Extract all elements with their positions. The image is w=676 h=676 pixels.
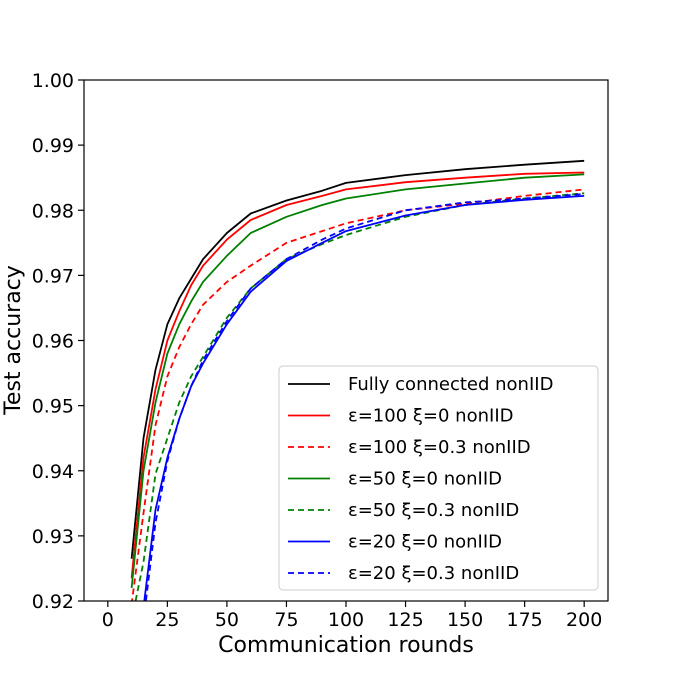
- x-axis: 0 25 50 75 100 125 150 175 200: [102, 601, 602, 631]
- y-tick-label: 0.93: [32, 526, 74, 548]
- legend-box: [278, 365, 599, 591]
- y-tick-label: 0.98: [32, 200, 74, 222]
- series-line-3: [131, 188, 585, 601]
- x-tick-label: 100: [328, 609, 364, 631]
- legend-label: ε=20 ξ=0.3 nonIID: [348, 563, 519, 584]
- y-tick-label: 0.96: [32, 331, 74, 353]
- x-tick-label: 150: [447, 609, 483, 631]
- y-tick-label: 0.97: [32, 265, 74, 287]
- legend-label: Fully connected nonIID: [348, 374, 553, 395]
- series-line-2: [130, 171, 585, 579]
- series-layer: [130, 159, 585, 601]
- y-axis-title: Test accuracy: [1, 265, 26, 416]
- x-tick-label: 50: [215, 609, 239, 631]
- legend-label: ε=50 ξ=0 nonIID: [348, 469, 502, 490]
- y-tick-label: 1.00: [32, 70, 74, 92]
- series-line-1: [130, 159, 585, 559]
- legend-label: ε=20 ξ=0 nonIID: [348, 532, 502, 553]
- x-tick-label: 125: [387, 609, 423, 631]
- y-tick-label: 0.94: [32, 461, 74, 483]
- series-line-4: [130, 173, 585, 589]
- legend-label: ε=100 ξ=0 nonIID: [348, 406, 514, 427]
- y-tick-label: 0.92: [32, 591, 74, 613]
- y-axis: 0.92 0.93 0.94 0.95 0.96 0.97 0.98 0.99 1.00: [32, 70, 84, 613]
- x-tick-label: 75: [274, 609, 298, 631]
- series-line-7: [144, 193, 585, 601]
- y-tick-label: 0.99: [32, 135, 74, 157]
- x-tick-label: 200: [566, 609, 602, 631]
- x-tick-label: 25: [155, 609, 179, 631]
- y-tick-label: 0.95: [32, 396, 74, 418]
- legend: Fully connected nonIID ε=100 ξ=0 nonIID ε=…: [278, 365, 599, 591]
- x-axis-title: Communication rounds: [218, 633, 474, 658]
- series-line-6: [143, 195, 585, 601]
- x-tick-label: 0: [102, 609, 114, 631]
- legend-label: ε=50 ξ=0.3 nonIID: [348, 500, 519, 521]
- x-tick-label: 175: [507, 609, 543, 631]
- legend-label: ε=100 ξ=0.3 nonIID: [348, 437, 531, 458]
